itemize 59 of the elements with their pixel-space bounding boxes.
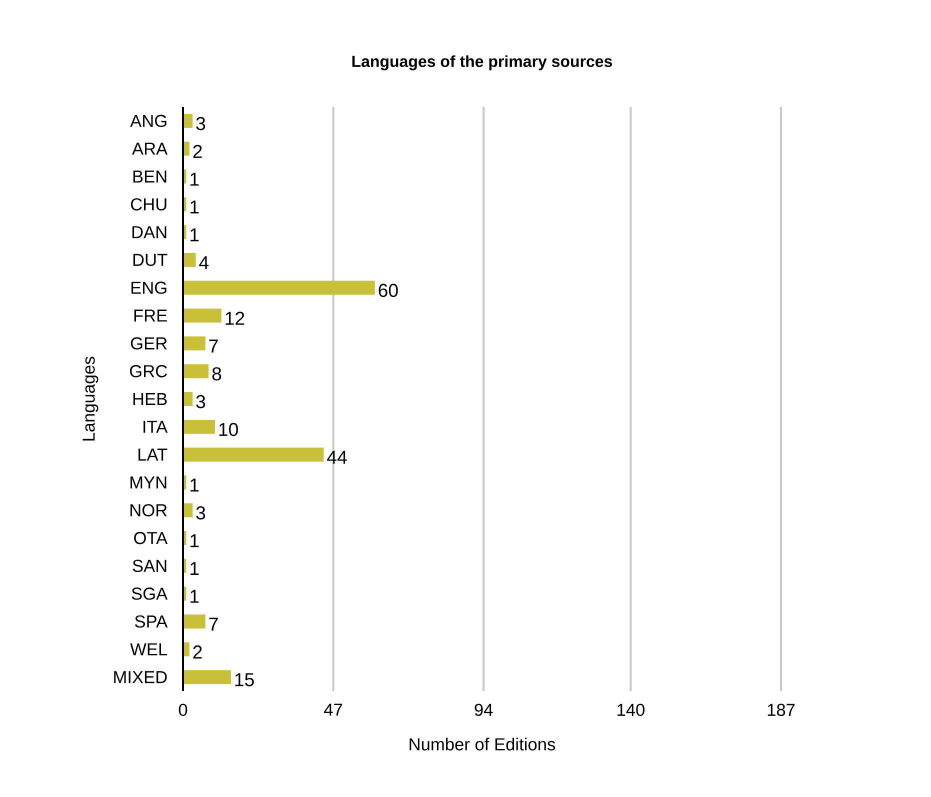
x-tick-label: 94 (474, 704, 493, 716)
data-label: 1 (190, 534, 199, 548)
data-label: 7 (209, 340, 218, 352)
bar (183, 364, 209, 378)
data-label: 1 (190, 478, 199, 492)
y-tick-label: HEB (133, 393, 167, 405)
y-tick-label: WEL (130, 643, 168, 656)
y-tick-label: OTA (134, 532, 168, 544)
data-label: 1 (190, 562, 199, 575)
y-tick-label: BEN (133, 170, 166, 182)
data-label: 44 (327, 450, 347, 464)
bar (183, 336, 206, 350)
data-label: 60 (378, 284, 398, 298)
bar (183, 252, 196, 267)
data-label: 3 (196, 395, 206, 408)
data-label: 15 (235, 673, 254, 686)
chart-title: Languages of the primary sources (352, 55, 612, 70)
bar (183, 280, 375, 295)
data-label: 3 (196, 506, 206, 520)
y-tick-label: CHU (130, 198, 166, 210)
x-tick-label: 47 (324, 704, 342, 716)
data-label: 1 (190, 200, 199, 214)
y-tick-label: GER (130, 337, 167, 350)
x-tick-label: 140 (618, 704, 644, 716)
data-label: 3 (196, 116, 206, 130)
y-tick-label: SPA (135, 615, 168, 628)
y-tick-label: GRC (130, 365, 167, 378)
data-label: 7 (209, 618, 218, 631)
y-tick-label: FRE (134, 310, 167, 322)
y-tick-label: ARA (132, 142, 168, 155)
bar (183, 420, 215, 434)
data-label: 8 (212, 367, 222, 380)
bar (183, 448, 324, 462)
y-tick-label: ITA (144, 420, 168, 433)
data-label: 2 (193, 645, 202, 658)
x-tick-label: 187 (768, 704, 795, 716)
data-label: 1 (190, 228, 199, 242)
x-tick-label: 0 (178, 704, 188, 716)
y-axis-title: Languages (82, 356, 98, 440)
x-axis-title: Number of Editions (410, 738, 556, 750)
y-tick-label: SGA (132, 588, 168, 600)
data-label: 2 (193, 144, 202, 158)
data-label: 12 (226, 312, 244, 325)
data-label: 1 (190, 172, 199, 186)
y-tick-label: SAN (132, 560, 166, 572)
data-label: 1 (190, 590, 199, 603)
y-tick-label: ENG (131, 282, 166, 294)
y-tick-label: DUT (133, 254, 168, 266)
y-tick-label: ANG (130, 114, 166, 128)
bar (183, 614, 206, 628)
y-tick-label: MIXED (114, 671, 167, 684)
data-label: 4 (199, 256, 209, 270)
y-tick-label: MYN (130, 476, 166, 488)
bar (183, 308, 222, 323)
y-tick-label: LAT (138, 448, 168, 461)
bar (183, 670, 231, 684)
data-label: 10 (219, 422, 238, 436)
y-tick-label: NOR (130, 504, 167, 516)
y-tick-label: DAN (132, 226, 166, 238)
